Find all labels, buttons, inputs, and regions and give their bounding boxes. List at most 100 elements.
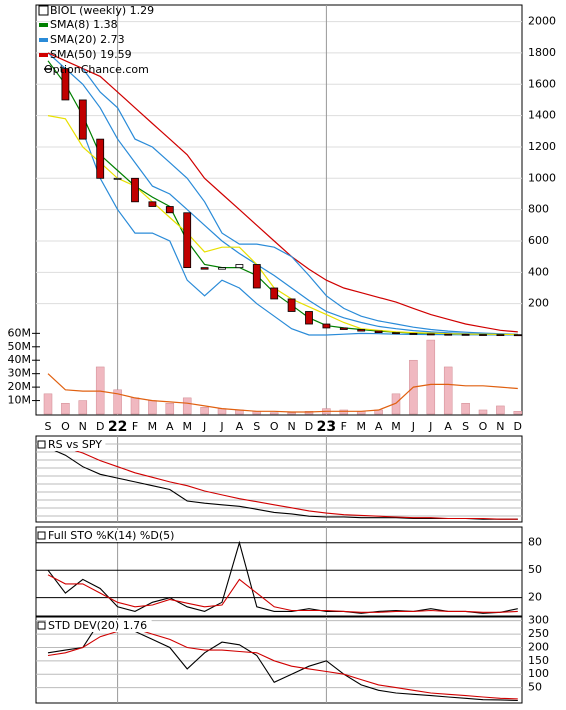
candle — [287, 298, 296, 312]
title-bg — [46, 530, 185, 542]
volume-bar — [426, 339, 436, 415]
line — [47, 574, 518, 613]
volume-bar — [182, 397, 192, 415]
candle — [183, 212, 192, 269]
x-tick-label: F — [341, 420, 347, 433]
y-tick-label: 250 — [528, 627, 549, 640]
candle — [96, 138, 105, 179]
x-tick-label: A — [444, 420, 452, 433]
volume-bar — [130, 397, 140, 415]
volume-bar — [287, 412, 296, 415]
chart-title: BIOL (weekly) 1.29 — [50, 4, 154, 17]
candle — [496, 334, 505, 337]
candle — [131, 177, 139, 203]
candle — [200, 267, 209, 270]
candle — [461, 333, 470, 336]
volume-bar — [269, 412, 279, 415]
x-tick-label: S — [462, 420, 469, 433]
x-tick-label: O — [479, 420, 488, 433]
legend-label: SMA(50) 19.59 — [50, 48, 132, 61]
x-tick-label: N — [287, 420, 295, 433]
candle — [322, 323, 331, 329]
x-tick-label: M — [148, 420, 158, 433]
volume-bar — [165, 402, 175, 415]
rs-panel — [35, 435, 523, 523]
x-tick-label: F — [132, 420, 138, 433]
y-tick-label: 50 — [528, 563, 542, 576]
x-tick-label: M — [182, 420, 192, 433]
y-tick-label: 1600 — [528, 77, 556, 90]
volume-bar — [513, 411, 523, 415]
x-tick-label: O — [61, 420, 70, 433]
x-tick-label: O — [270, 420, 279, 433]
candle — [305, 311, 313, 325]
volume-bar — [304, 411, 314, 415]
x-tick-label: S — [45, 420, 52, 433]
x-tick-label: D — [305, 420, 313, 433]
x-tick-label: N — [496, 420, 504, 433]
candle — [392, 332, 400, 335]
line — [47, 373, 518, 413]
y-tick-label: 200 — [528, 297, 549, 310]
line — [47, 628, 518, 700]
line — [82, 131, 518, 336]
candle — [252, 264, 261, 289]
candle — [218, 267, 226, 270]
panel-title: STD DEV(20) 1.76 — [48, 619, 147, 632]
x-tick-label: D — [96, 420, 104, 433]
y-tick-label: 200 — [528, 640, 549, 653]
volume-bar — [461, 402, 470, 415]
legend-label: SMA(20) 2.73 — [50, 33, 125, 46]
candle — [235, 264, 244, 269]
candle — [426, 333, 435, 336]
volume-bar — [339, 409, 349, 415]
candle — [479, 334, 487, 336]
x-tick-label: N — [79, 420, 87, 433]
y2-tick-label: 40M — [8, 353, 32, 366]
x-tick-label: A — [236, 420, 244, 433]
sto-panel — [35, 526, 523, 617]
x-tick-label: A — [166, 420, 174, 433]
x-tick-label: M — [391, 420, 401, 433]
candle — [165, 206, 174, 214]
y2-tick-label: 60M — [8, 326, 32, 339]
y-tick-label: 1400 — [528, 109, 556, 122]
x-tick-label: 22 — [108, 419, 127, 435]
panel-title: Full STO %K(14) %D(5) — [48, 529, 174, 542]
y-tick-label: 400 — [528, 265, 549, 278]
candle — [61, 68, 70, 101]
y-tick-label: 600 — [528, 234, 549, 247]
y-tick-label: 1000 — [528, 171, 556, 184]
y2-tick-label: 10M — [8, 394, 32, 407]
x-tick-label: S — [253, 420, 260, 433]
legend-swatch — [37, 531, 46, 540]
legend-swatch — [39, 53, 48, 57]
y-tick-label: 50 — [528, 681, 542, 694]
x-tick-label: D — [514, 420, 522, 433]
candle — [148, 201, 157, 207]
y2-tick-label: 50M — [8, 340, 32, 353]
legend-swatch — [39, 23, 48, 27]
legend-swatch — [39, 38, 48, 42]
volume-bar — [95, 366, 105, 415]
volume-bar — [200, 407, 209, 415]
y-tick-label: 80 — [528, 536, 542, 549]
x-tick-label: J — [202, 420, 206, 433]
volume-bar — [391, 393, 401, 415]
title-bg — [46, 620, 152, 632]
candle — [78, 99, 87, 140]
x-tick-label: 23 — [317, 419, 336, 435]
candle — [357, 329, 366, 332]
x-tick-label: J — [411, 420, 415, 433]
volume-bar — [443, 366, 453, 415]
volume-bar — [217, 408, 227, 415]
y-tick-label: 150 — [528, 654, 549, 667]
x-tick-label: A — [375, 420, 383, 433]
volume-bar — [78, 400, 88, 415]
volume-bar — [61, 402, 70, 415]
line — [47, 52, 518, 336]
volume-bar — [148, 400, 157, 415]
line — [47, 443, 518, 520]
volume-bar — [478, 409, 488, 415]
candle — [444, 333, 453, 336]
